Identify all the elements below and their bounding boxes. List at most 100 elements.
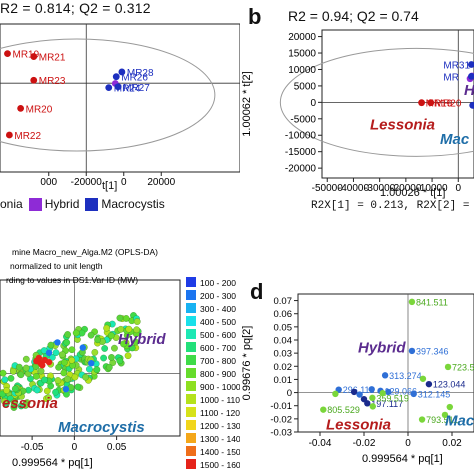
variable-point [74, 383, 82, 391]
plot-frame [321, 29, 474, 179]
variable-point [128, 344, 136, 352]
color-scale-swatch [186, 303, 196, 313]
variable-point [17, 371, 25, 379]
data-point-macrocystis [118, 68, 126, 76]
plot-frame [0, 279, 181, 437]
loading-label: 723.504 [452, 362, 474, 372]
variable-point [94, 336, 101, 344]
variable-point [116, 314, 124, 322]
loading-point [368, 386, 375, 393]
point-label: MR28 [127, 68, 154, 79]
point-label: MR21 [39, 53, 66, 64]
group-label-macrocystis: Macrocystis [58, 419, 145, 436]
loading-point [408, 298, 416, 306]
variable-point [82, 373, 89, 381]
loading-point [418, 416, 426, 423]
variable-point [87, 331, 95, 339]
loading-point [379, 390, 386, 397]
group-label-hybrid: Hybrid [358, 340, 406, 357]
variable-point [71, 373, 79, 381]
variable-point [63, 339, 71, 346]
panel-d-letter: d [250, 279, 264, 304]
variable-point [43, 387, 51, 395]
variable-point [22, 355, 30, 363]
panel-b-letter: b [248, 4, 262, 29]
variable-point [72, 329, 80, 337]
variable-point [68, 346, 76, 354]
variable-point [0, 369, 7, 377]
variable-point [1, 397, 8, 405]
point-label: MR27 [123, 83, 150, 94]
variable-point [68, 356, 76, 364]
color-scale-swatch [186, 355, 196, 365]
variable-point [124, 352, 132, 360]
point-label: MR31 [443, 61, 470, 72]
color-scale-label: 1200 - 1300 [200, 421, 240, 431]
variable-point [103, 324, 110, 332]
data-point-macrocystis [467, 72, 474, 80]
group-label-hybrid: Hybrid [464, 82, 474, 99]
x-tick-label: 0 [72, 442, 78, 453]
variable-point-low-mw [54, 339, 61, 346]
variable-point [33, 373, 40, 380]
x-tick-label: -20000 [390, 183, 422, 194]
variable-point [60, 359, 68, 366]
point-label: MR24 [114, 84, 141, 95]
variable-point [101, 345, 109, 352]
panel-c-chart: mine Macro_new_Alga.M2 (OPLS-DA) normaliz… [0, 247, 240, 470]
variable-point [49, 354, 56, 361]
variable-point [122, 315, 130, 322]
x-tick-label: -10000 [416, 183, 448, 194]
point-label: MR20 [435, 99, 462, 110]
point-label: MR23 [39, 76, 66, 87]
x-tick-label: 0.02 [442, 438, 462, 449]
x-axis-label: 0.999564 * pq[1] [362, 453, 443, 465]
model-info-line: rding to values in DS1.Var ID (MW) [6, 275, 138, 285]
color-scale-label: 900 - 1000 [200, 382, 240, 392]
panel-b-chart: -50000-40000-30000-20000-10000 0200001500… [241, 29, 474, 194]
group-label-macrocystis: Mac [445, 412, 474, 429]
color-scale-swatch [186, 329, 196, 339]
variable-point [78, 329, 86, 337]
data-point-macrocystis [114, 83, 122, 91]
x-tick-label: -30000 [364, 183, 396, 194]
color-scale-label: 1400 - 1500 [200, 447, 240, 457]
model-info-line: normalized to unit length [10, 261, 103, 271]
group-label-macrocystis: Mac [440, 131, 470, 148]
y-tick-label: 0 [310, 98, 316, 109]
x-tick-label: 0 [405, 438, 411, 449]
loading-point [320, 406, 327, 413]
variable-point [116, 357, 124, 365]
variable-point [108, 354, 115, 361]
x-tick-label: -0.05 [21, 442, 44, 453]
point-label: MR19 [13, 50, 40, 61]
panel-b-title: R2 = 0.94; Q2 = 0.74 [288, 8, 419, 24]
y-axis-label: 0.99676 * pq[2] [241, 326, 253, 401]
loading-point [356, 391, 363, 398]
color-scale-swatch [186, 407, 196, 417]
color-scale-label: 1300 - 1400 [200, 434, 240, 444]
group-label-lessonia: essonia [2, 395, 58, 412]
y-tick-label: -0.02 [270, 414, 292, 425]
data-point-lessonia [418, 99, 425, 107]
variable-point [132, 338, 140, 346]
y-tick-label: -20000 [285, 164, 317, 175]
legend-lessonia-label: onia [0, 197, 23, 211]
data-point-lessonia [427, 99, 435, 107]
x-tick-label: 000 [40, 177, 57, 188]
plot-frame [297, 293, 474, 433]
panel-b-caption: R2X[1] = 0.213, R2X[2] = [311, 200, 470, 212]
point-label: MR26 [121, 73, 148, 84]
x-tick-label: 0 [455, 183, 461, 194]
variable-point [47, 341, 55, 349]
variable-point [100, 354, 107, 362]
color-scale-label: 300 - 400 [200, 304, 236, 314]
x-tick-label: -0.04 [309, 438, 332, 449]
loading-label: 841.511 [416, 297, 448, 307]
variable-point [1, 376, 9, 384]
color-scale-label: 500 - 600 [200, 330, 236, 340]
color-scale-label: 400 - 500 [200, 317, 236, 327]
x-tick-label: -50000 [312, 183, 344, 194]
color-scale-swatch [186, 420, 196, 430]
color-scale-label: 600 - 700 [200, 343, 236, 353]
